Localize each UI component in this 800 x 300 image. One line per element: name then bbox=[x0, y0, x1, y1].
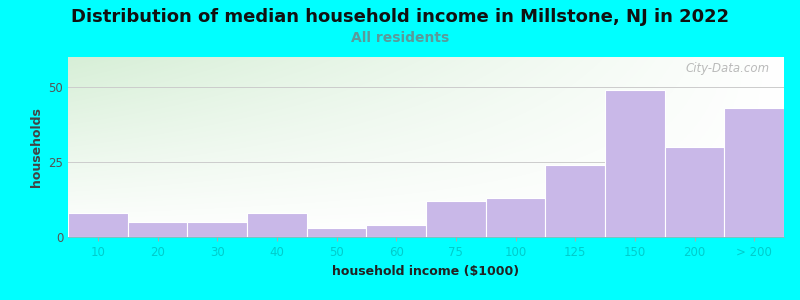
Text: City-Data.com: City-Data.com bbox=[686, 62, 770, 75]
Bar bbox=[546, 165, 605, 237]
Bar bbox=[187, 222, 247, 237]
X-axis label: household income ($1000): household income ($1000) bbox=[333, 265, 519, 278]
Bar bbox=[724, 108, 784, 237]
Bar bbox=[426, 201, 486, 237]
Bar bbox=[665, 147, 724, 237]
Bar bbox=[605, 90, 665, 237]
Bar bbox=[247, 213, 306, 237]
Bar bbox=[486, 198, 546, 237]
Bar bbox=[306, 228, 366, 237]
Text: All residents: All residents bbox=[351, 32, 449, 46]
Bar bbox=[128, 222, 187, 237]
Bar bbox=[68, 213, 128, 237]
Bar bbox=[366, 225, 426, 237]
Text: Distribution of median household income in Millstone, NJ in 2022: Distribution of median household income … bbox=[71, 8, 729, 26]
Y-axis label: households: households bbox=[30, 107, 42, 187]
